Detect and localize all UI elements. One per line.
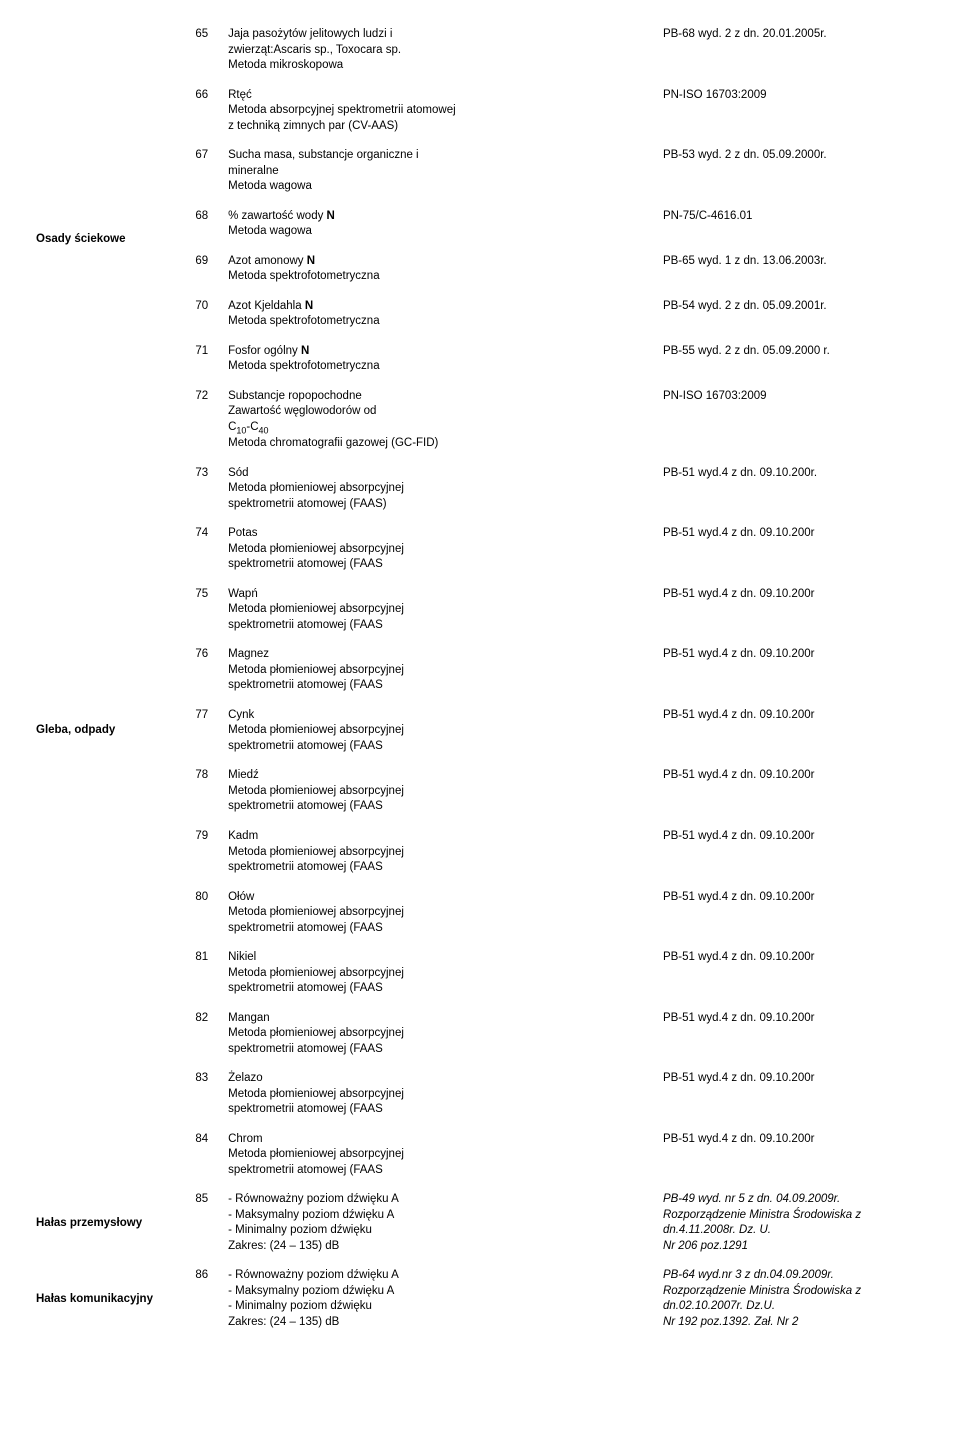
method-description: RtęćMetoda absorpcyjnej spektrometrii at… bbox=[222, 81, 657, 142]
row-number: 71 bbox=[182, 337, 222, 382]
table-row: Hałas przemysłowy85- Równoważny poziom d… bbox=[30, 1185, 930, 1261]
table-row: 78MiedźMetoda płomieniowej absorpcyjnejs… bbox=[30, 761, 930, 822]
category-label: Hałas przemysłowy bbox=[30, 1185, 182, 1261]
method-description: - Równoważny poziom dźwięku A- Maksymaln… bbox=[222, 1261, 657, 1337]
reference: PB-54 wyd. 2 z dn. 05.09.2001r. bbox=[657, 292, 930, 337]
reference: PB-51 wyd.4 z dn. 09.10.200r bbox=[657, 822, 930, 883]
method-description: ManganMetoda płomieniowej absorpcyjnejsp… bbox=[222, 1004, 657, 1065]
method-description: SódMetoda płomieniowej absorpcyjnejspekt… bbox=[222, 459, 657, 520]
category-label bbox=[30, 822, 182, 883]
row-number: 78 bbox=[182, 761, 222, 822]
row-number: 76 bbox=[182, 640, 222, 701]
reference: PB-68 wyd. 2 z dn. 20.01.2005r. bbox=[657, 20, 930, 81]
methods-table: Osady ściekowe65Jaja pasożytów jelitowyc… bbox=[30, 20, 930, 1337]
reference: PB-65 wyd. 1 z dn. 13.06.2003r. bbox=[657, 247, 930, 292]
table-row: 83ŻelazoMetoda płomieniowej absorpcyjnej… bbox=[30, 1064, 930, 1125]
category-label bbox=[30, 943, 182, 1004]
table-row: 84ChromMetoda płomieniowej absorpcyjnejs… bbox=[30, 1125, 930, 1186]
method-description: % zawartość wody NMetoda wagowa bbox=[222, 202, 657, 247]
row-number: 68 bbox=[182, 202, 222, 247]
category-label bbox=[30, 459, 182, 520]
row-number: 77 bbox=[182, 701, 222, 762]
method-description: ChromMetoda płomieniowej absorpcyjnejspe… bbox=[222, 1125, 657, 1186]
method-description: Substancje ropopochodneZawartość węglowo… bbox=[222, 382, 657, 459]
method-description: Fosfor ogólny NMetoda spektrofotometrycz… bbox=[222, 337, 657, 382]
method-description: OłówMetoda płomieniowej absorpcyjnejspek… bbox=[222, 883, 657, 944]
method-description: MiedźMetoda płomieniowej absorpcyjnejspe… bbox=[222, 761, 657, 822]
reference: PB-51 wyd.4 z dn. 09.10.200r bbox=[657, 1004, 930, 1065]
row-number: 79 bbox=[182, 822, 222, 883]
reference: PB-51 wyd.4 z dn. 09.10.200r bbox=[657, 943, 930, 1004]
table-row: Gleba, odpady77CynkMetoda płomieniowej a… bbox=[30, 701, 930, 762]
table-row: 75WapńMetoda płomieniowej absorpcyjnejsp… bbox=[30, 580, 930, 641]
table-row: 80OłówMetoda płomieniowej absorpcyjnejsp… bbox=[30, 883, 930, 944]
row-number: 75 bbox=[182, 580, 222, 641]
reference: PB-51 wyd.4 z dn. 09.10.200r bbox=[657, 883, 930, 944]
row-number: 82 bbox=[182, 1004, 222, 1065]
table-row: Hałas komunikacyjny86- Równoważny poziom… bbox=[30, 1261, 930, 1337]
method-description: CynkMetoda płomieniowej absorpcyjnejspek… bbox=[222, 701, 657, 762]
method-description: Azot amonowy NMetoda spektrofotometryczn… bbox=[222, 247, 657, 292]
row-number: 85 bbox=[182, 1185, 222, 1261]
table-row: 79KadmMetoda płomieniowej absorpcyjnejsp… bbox=[30, 822, 930, 883]
reference: PB-51 wyd.4 z dn. 09.10.200r bbox=[657, 701, 930, 762]
category-label: Osady ściekowe bbox=[30, 20, 182, 459]
reference: PB-51 wyd.4 z dn. 09.10.200r bbox=[657, 1125, 930, 1186]
row-number: 74 bbox=[182, 519, 222, 580]
method-description: Sucha masa, substancje organiczne iminer… bbox=[222, 141, 657, 202]
reference: PB-51 wyd.4 z dn. 09.10.200r bbox=[657, 519, 930, 580]
category-label bbox=[30, 883, 182, 944]
method-description: MagnezMetoda płomieniowej absorpcyjnejsp… bbox=[222, 640, 657, 701]
reference: PN-75/C-4616.01 bbox=[657, 202, 930, 247]
category-label bbox=[30, 640, 182, 701]
reference: PN-ISO 16703:2009 bbox=[657, 81, 930, 142]
category-label: Gleba, odpady bbox=[30, 701, 182, 762]
row-number: 83 bbox=[182, 1064, 222, 1125]
method-description: KadmMetoda płomieniowej absorpcyjnejspek… bbox=[222, 822, 657, 883]
category-label: Hałas komunikacyjny bbox=[30, 1261, 182, 1337]
method-description: WapńMetoda płomieniowej absorpcyjnejspek… bbox=[222, 580, 657, 641]
row-number: 72 bbox=[182, 382, 222, 459]
method-description: NikielMetoda płomieniowej absorpcyjnejsp… bbox=[222, 943, 657, 1004]
method-description: - Równoważny poziom dźwięku A- Maksymaln… bbox=[222, 1185, 657, 1261]
reference: PB-51 wyd.4 z dn. 09.10.200r. bbox=[657, 459, 930, 520]
method-description: Jaja pasożytów jelitowych ludzi izwierzą… bbox=[222, 20, 657, 81]
row-number: 86 bbox=[182, 1261, 222, 1337]
reference: PB-51 wyd.4 z dn. 09.10.200r bbox=[657, 640, 930, 701]
category-label bbox=[30, 761, 182, 822]
category-label bbox=[30, 580, 182, 641]
table-row: Osady ściekowe65Jaja pasożytów jelitowyc… bbox=[30, 20, 930, 81]
row-number: 81 bbox=[182, 943, 222, 1004]
row-number: 67 bbox=[182, 141, 222, 202]
reference: PB-55 wyd. 2 z dn. 05.09.2000 r. bbox=[657, 337, 930, 382]
row-number: 69 bbox=[182, 247, 222, 292]
table-row: 73SódMetoda płomieniowej absorpcyjnejspe… bbox=[30, 459, 930, 520]
category-label bbox=[30, 1004, 182, 1065]
reference: PB-51 wyd.4 z dn. 09.10.200r bbox=[657, 761, 930, 822]
row-number: 80 bbox=[182, 883, 222, 944]
reference: PB-51 wyd.4 z dn. 09.10.200r bbox=[657, 580, 930, 641]
table-row: 81NikielMetoda płomieniowej absorpcyjnej… bbox=[30, 943, 930, 1004]
row-number: 65 bbox=[182, 20, 222, 81]
table-row: 74PotasMetoda płomieniowej absorpcyjnejs… bbox=[30, 519, 930, 580]
table-row: 82ManganMetoda płomieniowej absorpcyjnej… bbox=[30, 1004, 930, 1065]
method-description: ŻelazoMetoda płomieniowej absorpcyjnejsp… bbox=[222, 1064, 657, 1125]
method-description: Azot Kjeldahla NMetoda spektrofotometryc… bbox=[222, 292, 657, 337]
row-number: 84 bbox=[182, 1125, 222, 1186]
category-label bbox=[30, 519, 182, 580]
reference: PB-51 wyd.4 z dn. 09.10.200r bbox=[657, 1064, 930, 1125]
reference: PB-49 wyd. nr 5 z dn. 04.09.2009r.Rozpor… bbox=[657, 1185, 930, 1261]
method-description: PotasMetoda płomieniowej absorpcyjnejspe… bbox=[222, 519, 657, 580]
reference: PN-ISO 16703:2009 bbox=[657, 382, 930, 459]
reference: PB-64 wyd.nr 3 z dn.04.09.2009r.Rozporzą… bbox=[657, 1261, 930, 1337]
row-number: 70 bbox=[182, 292, 222, 337]
category-label bbox=[30, 1064, 182, 1125]
reference: PB-53 wyd. 2 z dn. 05.09.2000r. bbox=[657, 141, 930, 202]
row-number: 73 bbox=[182, 459, 222, 520]
table-row: 76MagnezMetoda płomieniowej absorpcyjnej… bbox=[30, 640, 930, 701]
category-label bbox=[30, 1125, 182, 1186]
row-number: 66 bbox=[182, 81, 222, 142]
